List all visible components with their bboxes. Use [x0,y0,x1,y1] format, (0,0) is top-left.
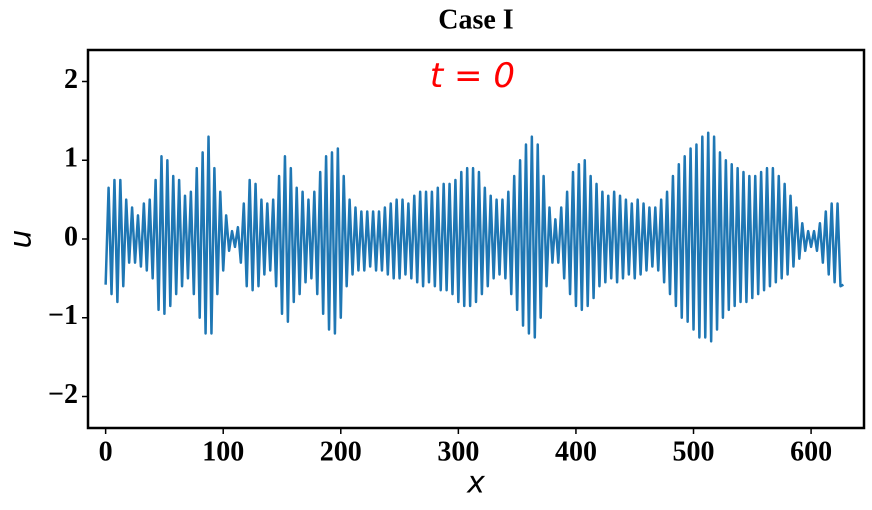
x-tick-label: 600 [790,436,832,467]
plot-frame [86,48,866,430]
x-tick-label: 500 [673,436,715,467]
x-tick-label: 100 [202,436,244,467]
chart-title: Case I [438,4,513,35]
y-tick-label: 0 [64,221,78,252]
x-axis-label: x [466,466,485,501]
y-tick-label: 1 [64,143,78,174]
x-tick-label: 300 [437,436,479,467]
y-axis-label: u [4,229,39,248]
x-tick-label: 200 [320,436,362,467]
y-tick-label: 2 [64,64,78,95]
annotation: t = 0 [430,56,515,96]
data-line [104,131,845,343]
x-tick-label: 400 [555,436,597,467]
y-tick-label: −1 [48,300,78,331]
x-tick-label: 0 [99,436,113,467]
y-tick-label: −2 [48,379,78,410]
